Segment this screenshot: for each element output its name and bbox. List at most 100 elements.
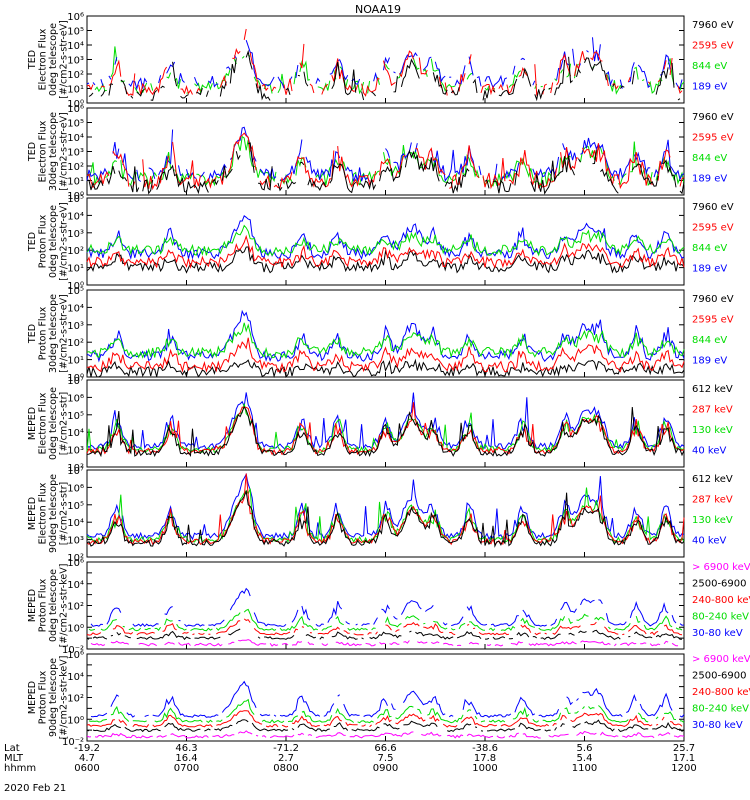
y-axis-label: [#/cm2-s-str]: [59, 482, 70, 545]
y-tick-label: 10⁰: [67, 623, 84, 634]
series-line: [87, 337, 685, 373]
x-tick-label: 46.3: [175, 743, 197, 754]
series-line: [90, 680, 685, 718]
y-tick-label: 10²: [67, 602, 84, 613]
legend-entry: 189 eV: [692, 82, 727, 93]
panel-7: 10⁻² 10⁰ 10² 10⁴ 10⁶ MEPED Proton Flux 0deg tel…: [27, 558, 750, 656]
y-tick-label: 10⁶: [67, 12, 84, 23]
legend-entry: 287 keV: [692, 405, 733, 416]
y-axis-label: [#/cm2-s-str-keV]: [59, 564, 70, 648]
x-tick-label: 7.5: [378, 753, 394, 764]
panel-2: 10⁰ 10¹ 10² 10³ 10⁴ 10⁵ 10⁶ TED Electron Flux 30d…: [27, 104, 734, 202]
y-axis-label: 0deg telescope: [48, 569, 59, 642]
legend-entry: 844 eV: [692, 335, 727, 346]
y-tick-label: 10²: [67, 162, 84, 173]
legend-entry: 80-240 keV: [692, 612, 749, 623]
series-line: [86, 215, 685, 261]
y-tick-label: 10²: [67, 694, 84, 705]
series-line: [86, 710, 683, 728]
series-line: [86, 489, 685, 548]
series-line: [86, 28, 683, 97]
legend-entry: 130 keV: [692, 515, 733, 526]
y-tick-label: 10²: [67, 70, 84, 81]
legend-entry: 612 keV: [692, 384, 733, 395]
y-tick-label: 10⁵: [67, 194, 84, 205]
legend-entry: 2595 eV: [692, 41, 734, 52]
series-line: [86, 618, 683, 636]
y-tick-label: 10⁻²: [62, 737, 84, 748]
legend-entry: 7960 eV: [692, 294, 734, 305]
legend-entry: 2595 eV: [692, 223, 734, 234]
x-tick-label: 0700: [174, 763, 199, 774]
legend-entry: 844 eV: [692, 61, 727, 72]
series-line: [87, 142, 685, 195]
x-tick-label: 16.4: [175, 753, 197, 764]
y-tick-label: 10²: [67, 338, 84, 349]
y-axis-label: MEPED: [27, 407, 38, 440]
x-tick-label: 25.7: [673, 743, 695, 754]
y-axis-label: [#/cm2-s-str-keV]: [59, 656, 70, 740]
y-tick-label: 10⁶: [67, 483, 84, 494]
y-axis-label: [#/cm2-s-str]: [59, 392, 70, 455]
x-tick-label: -19.2: [74, 743, 100, 754]
legend-entry: 30-80 keV: [692, 628, 743, 639]
date-label: 2020 Feb 21: [4, 783, 66, 794]
series-line: [86, 358, 685, 379]
y-tick-label: 10²: [67, 463, 84, 474]
y-axis-label: 0deg telescope: [48, 23, 59, 96]
series-line: [86, 719, 685, 733]
x-tick-label: 17.1: [673, 753, 695, 764]
panel-frame: [86, 379, 685, 468]
series-line: [86, 322, 685, 359]
series-line: [86, 472, 685, 541]
legend-entry: 287 keV: [692, 495, 733, 506]
y-axis-label: Electron Flux: [38, 482, 49, 544]
legend-entry: > 6900 keV: [692, 562, 750, 573]
y-tick-label: 10⁻²: [62, 645, 84, 656]
y-tick-label: 10³: [67, 321, 84, 332]
y-axis-label: MEPED: [27, 589, 38, 622]
legend-entry: 240-800 keV: [692, 595, 750, 606]
y-tick-label: 10²: [67, 246, 84, 257]
x-tick-label: 66.6: [374, 743, 396, 754]
x-axis-labels: 2020 Feb 21 Lat -19.2 46.3 -71.2 66.6 -38.6 5.…: [4, 743, 697, 794]
y-axis-label: [#/cm2-s-str-eV]: [59, 112, 70, 191]
x-tick-label: 1200: [671, 763, 696, 774]
legend-entry: 844 eV: [692, 243, 727, 254]
x-tick-label: 0600: [74, 763, 99, 774]
legend-entry: 844 eV: [692, 153, 727, 164]
series-line: [86, 392, 685, 451]
y-axis-label: Proton Flux: [38, 306, 49, 360]
y-axis-label: 30deg telescope: [48, 294, 59, 373]
panel-1: 10⁰ 10¹ 10² 10³ 10⁴ 10⁵ 10⁶ TED Electron Flux 0de…: [27, 12, 734, 110]
y-axis-label: MEPED: [27, 681, 38, 714]
y-tick-label: 10⁰: [67, 373, 84, 384]
y-axis-label: [#/cm2-s-str-eV]: [59, 294, 70, 373]
y-tick-label: 10⁷: [67, 466, 84, 477]
legend-entry: > 6900 keV: [692, 654, 750, 665]
series-line: [86, 402, 685, 456]
y-axis-label: Proton Flux: [38, 214, 49, 268]
legend-entry: 2595 eV: [692, 315, 734, 326]
legend-entry: 130 keV: [692, 425, 733, 436]
y-tick-label: 10⁵: [67, 27, 84, 38]
y-tick-label: 10⁴: [67, 133, 84, 144]
legend-entry: 2595 eV: [692, 133, 734, 144]
x-row-label: Lat: [4, 743, 20, 754]
x-tick-label: 4.7: [79, 753, 95, 764]
x-row-label: MLT: [4, 753, 24, 764]
y-tick-label: 10⁶: [67, 558, 84, 569]
series-line: [88, 608, 683, 632]
series-line: [88, 49, 681, 102]
y-tick-label: 10¹: [67, 85, 84, 96]
y-axis-label: Proton Flux: [38, 670, 49, 724]
x-tick-label: 5.6: [577, 743, 593, 754]
y-axis-label: 90deg telescope: [48, 658, 59, 737]
legend-entry: 40 keV: [692, 446, 726, 457]
y-tick-label: 10⁵: [67, 286, 84, 297]
y-tick-label: 10⁵: [67, 119, 84, 130]
series-line: [86, 234, 685, 269]
y-tick-label: 10³: [67, 229, 84, 240]
legend-entry: 30-80 keV: [692, 720, 743, 731]
y-axis-label: Electron Flux: [38, 28, 49, 90]
